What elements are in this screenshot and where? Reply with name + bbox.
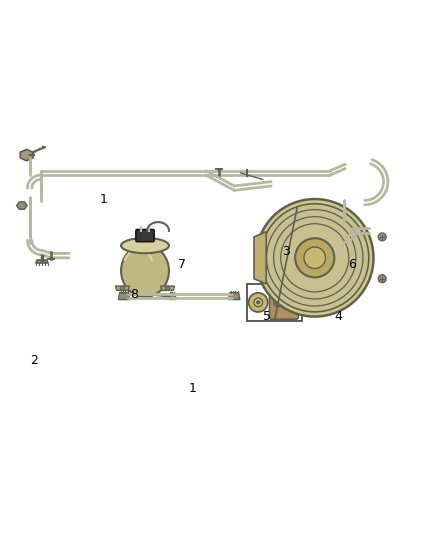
Polygon shape: [169, 294, 175, 298]
Circle shape: [378, 233, 386, 241]
Circle shape: [378, 275, 386, 282]
Polygon shape: [17, 202, 27, 209]
Polygon shape: [116, 286, 129, 290]
Text: 6: 6: [348, 258, 356, 271]
Text: 3: 3: [283, 245, 290, 258]
Ellipse shape: [121, 245, 169, 297]
Text: 5: 5: [263, 310, 271, 323]
Ellipse shape: [121, 238, 169, 253]
Circle shape: [256, 199, 374, 317]
Circle shape: [304, 247, 325, 269]
Polygon shape: [229, 293, 240, 300]
Circle shape: [285, 300, 291, 305]
Circle shape: [254, 298, 262, 307]
Polygon shape: [20, 149, 33, 161]
Polygon shape: [118, 293, 130, 300]
Polygon shape: [161, 286, 175, 290]
Circle shape: [256, 301, 260, 304]
Text: 1: 1: [100, 192, 108, 206]
Text: 7: 7: [178, 258, 186, 271]
Text: 4: 4: [335, 310, 343, 323]
Circle shape: [295, 238, 334, 277]
Circle shape: [274, 298, 283, 307]
Text: 8: 8: [130, 288, 138, 301]
Polygon shape: [36, 260, 48, 263]
Text: 2: 2: [30, 353, 38, 367]
Circle shape: [261, 204, 369, 312]
FancyBboxPatch shape: [269, 286, 298, 319]
FancyBboxPatch shape: [136, 230, 154, 241]
Circle shape: [120, 286, 124, 290]
Polygon shape: [254, 232, 266, 284]
Circle shape: [249, 293, 268, 312]
Bar: [247, 284, 302, 321]
Circle shape: [166, 286, 170, 290]
Text: 1: 1: [189, 382, 197, 395]
